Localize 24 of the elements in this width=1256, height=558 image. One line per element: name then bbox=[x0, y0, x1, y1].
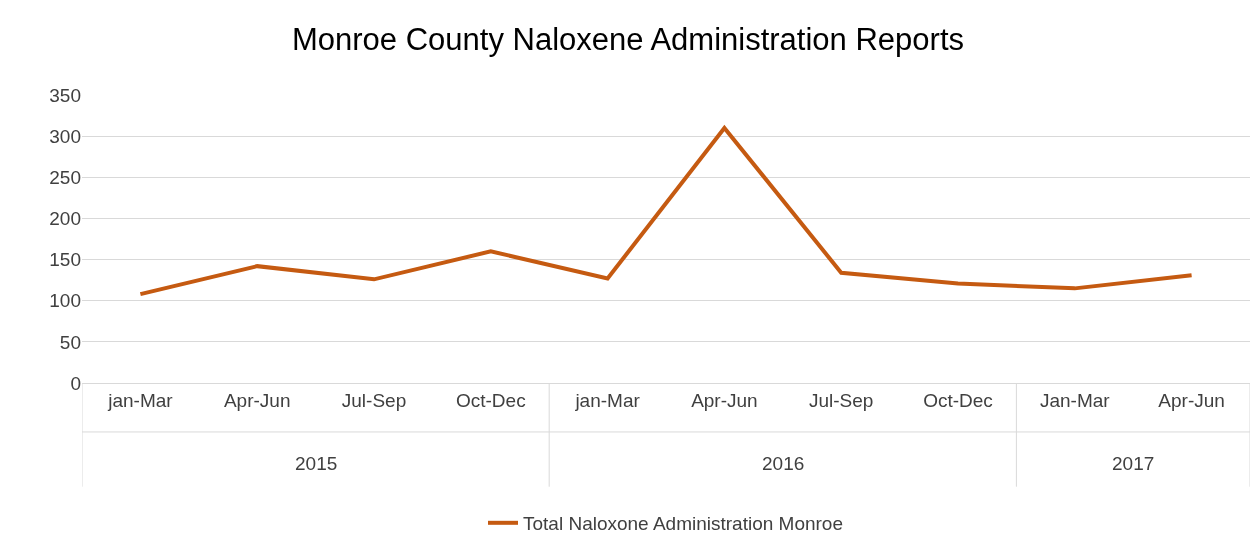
x-tick-label: Jul-Sep bbox=[341, 389, 407, 411]
y-tick-label: 200 bbox=[49, 208, 81, 230]
text: 2016 bbox=[762, 453, 805, 474]
y-tick-label: 350 bbox=[49, 84, 81, 106]
y-tick-label: 50 bbox=[59, 331, 81, 353]
x-tick-label: jan-Mar bbox=[574, 389, 641, 411]
x-tick-label: Oct-Dec bbox=[455, 389, 526, 411]
y-tick-label: 0 bbox=[70, 372, 81, 394]
y-tick-label: 100 bbox=[49, 290, 81, 312]
text: 2017 bbox=[1112, 453, 1155, 474]
x-tick-label: Jul-Sep bbox=[808, 389, 874, 411]
line-series bbox=[138, 125, 1194, 297]
legend-label: Total Naloxone Administration Monroe bbox=[523, 513, 844, 535]
text: 2015 bbox=[295, 453, 338, 474]
x-tick-label: Apr-Jun bbox=[691, 389, 758, 411]
x-tick-label: Oct-Dec bbox=[923, 389, 993, 411]
chart-title: Monroe County Naloxene Administration Reports bbox=[291, 21, 965, 57]
x-tick-label: jan-Mar bbox=[107, 389, 174, 411]
x-tick-label: Apr-Jun bbox=[223, 389, 291, 411]
x-tick-label: Apr-Jun bbox=[1158, 389, 1225, 411]
x-tick-label: Jan-Mar bbox=[1039, 389, 1111, 411]
y-tick-label: 250 bbox=[49, 166, 81, 188]
y-tick-label: 300 bbox=[49, 125, 81, 147]
y-tick-label: 150 bbox=[49, 249, 81, 271]
